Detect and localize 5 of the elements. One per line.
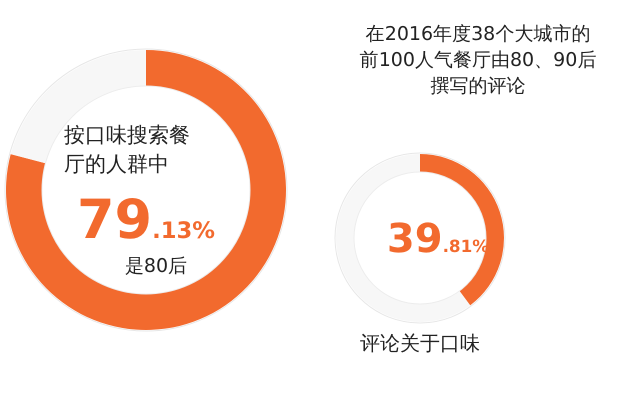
data-label: 79.13% — [76, 188, 216, 251]
chart-title: 在2016年度38个大城市的前100人气餐厅由80、90后撰写的评论 — [360, 23, 596, 97]
text: 按口味搜索餐厅的人群中 — [64, 123, 190, 176]
text: 评论关于口味 — [360, 331, 480, 355]
text: 是80后 — [124, 255, 188, 277]
